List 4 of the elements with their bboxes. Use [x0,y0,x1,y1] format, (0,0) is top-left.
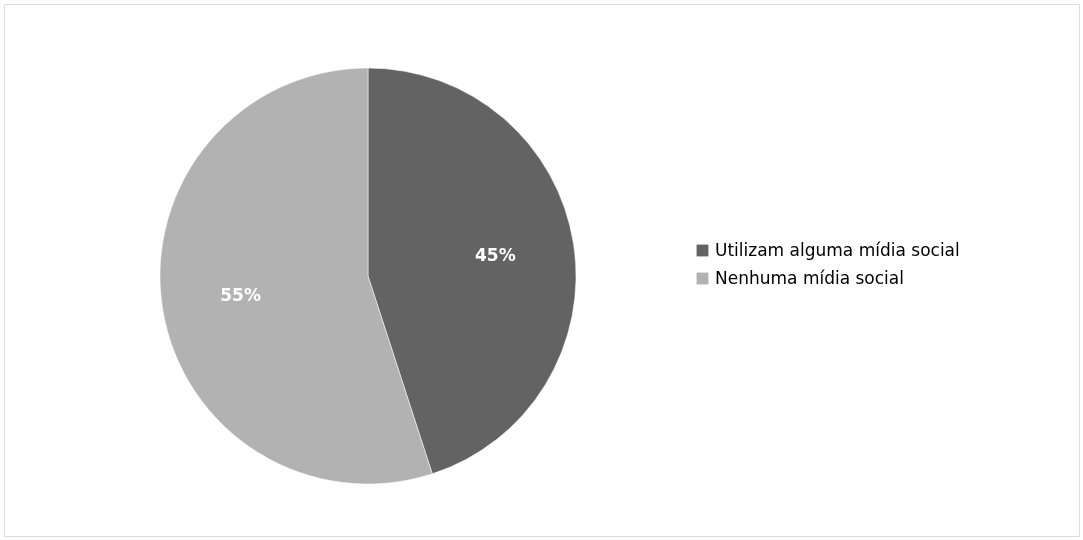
legend-label: Nenhuma mídia social [715,267,904,288]
data-label: 45% [475,244,516,265]
legend-label: Utilizam alguma mídia social [715,239,960,260]
data-label: 55% [220,285,261,306]
